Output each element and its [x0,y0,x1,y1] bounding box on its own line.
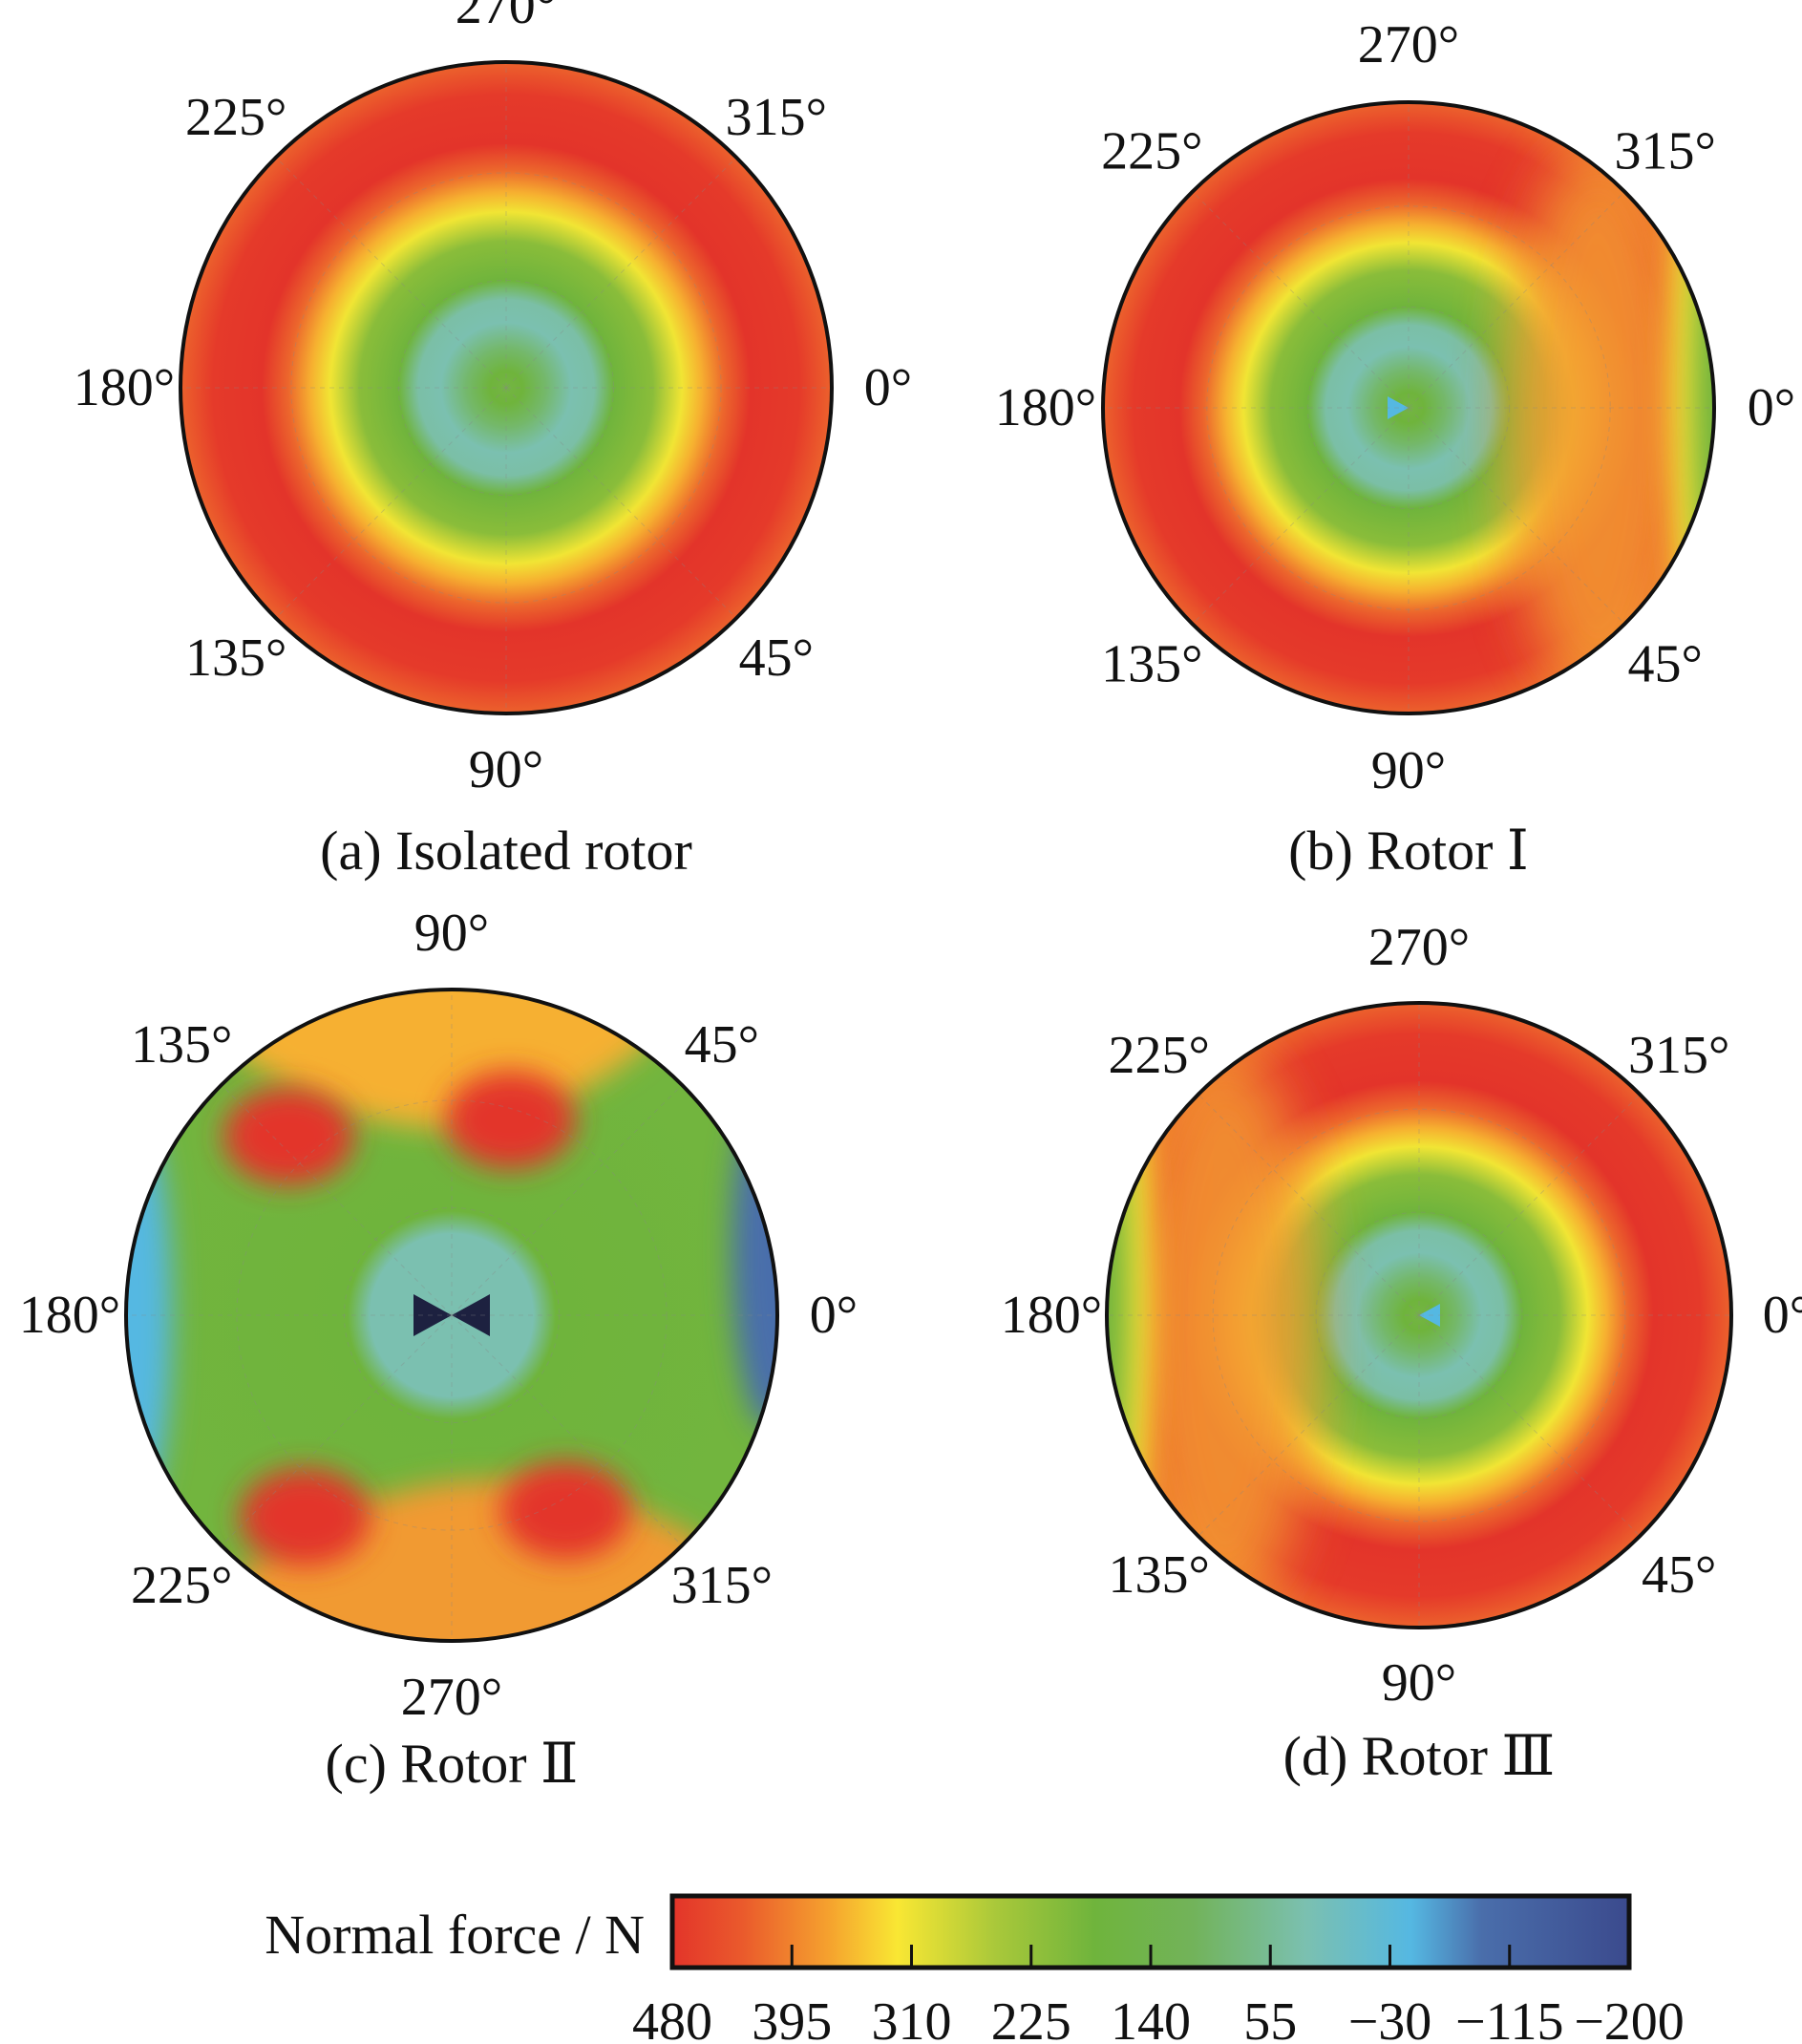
center-blue-wedge [1388,396,1409,419]
colorbar: Normal force / N 480 395 310 225 140 55 −30 −115… [265,1893,1685,2044]
angle-label: 135° [1101,635,1202,694]
grid-ring [1212,1108,1626,1522]
grid-spoke [451,1314,683,1546]
grid-spoke [1418,1314,1641,1537]
angle-label: 135° [1109,1545,1210,1605]
panel-title: (d) Rotor Ⅲ [1283,1725,1556,1787]
angle-label: 45° [1642,1545,1716,1605]
angle-label: 315° [726,88,827,147]
red-hotspot [240,1468,371,1566]
angle-label: 180° [74,358,175,417]
grid-spoke [1418,1094,1641,1316]
angle-label: 90° [469,740,543,799]
polar-frame [179,60,834,715]
angle-label: 90° [1371,741,1446,800]
grid-spoke [1192,407,1410,625]
angle-label: 225° [1101,121,1202,181]
colorbar-tick-label: 140 [1111,1992,1191,2044]
colorbar-tick-label: 480 [632,1992,712,2044]
contour-base [180,62,832,713]
grid-ring [343,1206,561,1424]
grid-ring [1306,306,1511,510]
angle-label: 270° [401,1668,502,1727]
angle-label: 225° [1109,1026,1210,1085]
angle-label: 90° [414,904,489,963]
grid-spoke [1408,191,1625,409]
grid-spoke [1198,1094,1420,1316]
blue-edge-left [126,1087,172,1544]
angle-label: 135° [185,628,286,688]
panel-title: (c) Rotor Ⅱ [326,1733,579,1795]
angle-label: 45° [1627,635,1702,694]
grid-ring [1315,1211,1523,1419]
panel-title: (b) Rotor Ⅰ [1288,820,1529,882]
grid-spoke [505,387,737,619]
angle-label: 225° [185,88,286,147]
center-dark-bowtie [413,1294,490,1336]
grid-spoke [275,157,507,389]
angle-label: 315° [671,1556,773,1615]
grid-spoke [1408,407,1625,625]
angle-label: 0° [1748,378,1795,437]
angle-label: 270° [456,0,557,35]
grid-spoke [1192,191,1410,409]
orange-region [1132,1050,1320,1612]
colorbar-tick-label: −115 [1455,1992,1564,2044]
angle-label: 180° [19,1286,120,1345]
polar-panel-d: 0° 45° 90° 135° 180° 225° 270° 315° (d) Rotor Ⅲ [1001,918,1802,1787]
grid-ring [1206,205,1611,610]
orange-region [1506,148,1690,698]
grid-spoke [451,1084,683,1316]
grid-ring [236,1099,668,1531]
colorbar-tick-label: 55 [1243,1992,1297,2044]
angle-label: 180° [1001,1286,1102,1345]
angle-label: 45° [685,1015,759,1075]
panel-title: (a) Isolated rotor [320,820,692,882]
colorbar-tick-label: −200 [1574,1992,1685,2044]
polar-panel-c: 0° 45° 90° 135° 180° 225° 270° 315° (c) Rotor Ⅱ [19,904,858,1795]
angle-label: 180° [995,378,1096,437]
center-blue-wedge [1419,1304,1440,1327]
angle-label: 315° [1614,121,1715,181]
angle-label: 270° [1368,918,1470,977]
angle-label: 225° [131,1556,232,1615]
colorbar-label: Normal force / N [265,1904,645,1966]
angle-label: 0° [864,358,912,417]
colorbar-tick-label: 225 [991,1992,1071,2044]
polar-frame [124,988,779,1643]
grid-spoke [1198,1314,1420,1537]
angle-label: 0° [810,1286,858,1345]
contour-field [180,62,832,713]
angle-label: 270° [1358,15,1459,75]
angle-label: 0° [1763,1286,1802,1345]
angle-label: 315° [1628,1026,1729,1085]
colorbar-tick-label: 310 [872,1992,952,2044]
polar-panel-b: 0° 45° 90° 135° 180° 225° 270° 315° (b) Rotor Ⅰ [995,15,1795,882]
red-hotspot [500,1461,631,1560]
colorbar-tick-label: −30 [1348,1992,1432,2044]
grid-ring [397,279,615,497]
angle-label: 45° [739,628,814,688]
red-hotspot [223,1087,354,1185]
red-hotspot [445,1071,576,1169]
angle-label: 90° [1382,1653,1456,1713]
polar-panel-a: 0° 45° 90° 135° 180° 225° 270° 315° (a) Isolated… [74,0,912,882]
grid-spoke [221,1084,453,1316]
angle-label: 135° [131,1015,232,1075]
grid-ring [290,172,722,604]
polar-frame [1105,1001,1733,1629]
colorbar-tick-label: 395 [752,1992,832,2044]
grid-spoke [221,1314,453,1546]
polar-frame [1101,100,1716,715]
grid-spoke [275,387,507,619]
grid-spoke [505,157,737,389]
